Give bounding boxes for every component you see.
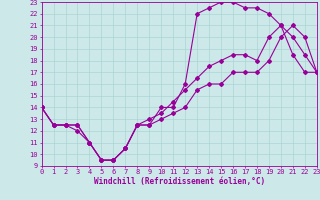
- X-axis label: Windchill (Refroidissement éolien,°C): Windchill (Refroidissement éolien,°C): [94, 177, 265, 186]
